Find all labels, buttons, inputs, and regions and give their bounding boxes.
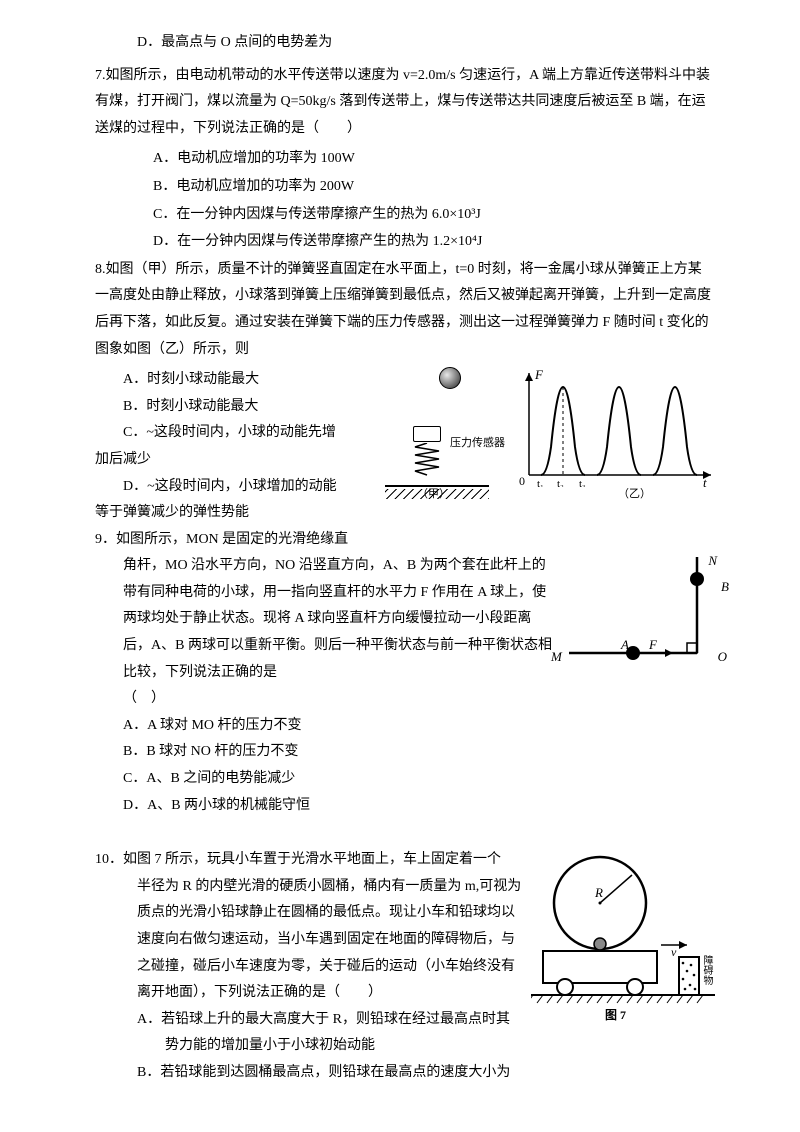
label-r: R bbox=[595, 881, 603, 906]
caption-right: （乙） bbox=[618, 484, 651, 505]
q9-paren: （ ） bbox=[123, 686, 715, 713]
caption-left: （甲） bbox=[417, 484, 450, 505]
q7-stem: 7.如图所示，由电动机带动的水平传送带以速度为 v=2.0m/s 匀速运行，A … bbox=[95, 63, 715, 143]
q10-figure: R v 障碍物 图 7 bbox=[531, 847, 715, 1019]
q7-option-d: D．在一分钟内因煤与传送带摩擦产生的热为 1.2×10⁴J bbox=[153, 229, 715, 256]
svg-text:t₂: t₂ bbox=[557, 478, 564, 487]
sensor-label: 压力传感器 bbox=[450, 433, 505, 454]
label-o: O bbox=[718, 645, 727, 670]
q9-stem1: 9．如图所示，MON 是固定的光滑绝缘直 bbox=[95, 527, 715, 554]
q10-option-a2: 势力能的增加量小于小球初始动能 bbox=[165, 1033, 715, 1060]
spring-diagram: 压力传感器 （甲） bbox=[383, 367, 493, 497]
q6-option-d: D．最高点与 O 点间的电势差为 bbox=[137, 30, 715, 57]
q10-option-b: B．若铅球能到达圆桶最高点，则铅球在最高点的速度大小为 bbox=[137, 1060, 715, 1087]
label-f: F bbox=[649, 633, 657, 658]
q9-figure: N B O M A F bbox=[565, 557, 715, 667]
q9-option-d: D．A、B 两小球的机械能守恒 bbox=[123, 793, 715, 820]
q9-option-c: C．A、B 之间的电势能减少 bbox=[123, 766, 715, 793]
q7-options: A．电动机应增加的功率为 100W B．电动机应增加的功率为 200W C．在一… bbox=[153, 146, 715, 255]
svg-text:0: 0 bbox=[519, 474, 525, 487]
svg-text:t₃: t₃ bbox=[579, 478, 586, 487]
svg-text:t: t bbox=[703, 475, 707, 487]
label-m: M bbox=[551, 645, 562, 670]
q8-figure: 压力传感器 （甲） F t 0 bbox=[383, 367, 715, 497]
svg-text:F: F bbox=[534, 367, 544, 382]
obstacle-label: 障碍物 bbox=[701, 955, 712, 985]
ball-icon bbox=[439, 367, 461, 389]
q7-option-c: C．在一分钟内因煤与传送带摩擦产生的热为 6.0×10³J bbox=[153, 202, 715, 229]
label-a: A bbox=[621, 633, 629, 658]
fig10-caption: 图 7 bbox=[605, 1004, 626, 1027]
q7-option-a: A．电动机应增加的功率为 100W bbox=[153, 146, 715, 173]
sensor-box bbox=[413, 426, 441, 442]
q9-option-a: A．A 球对 MO 杆的压力不变 bbox=[123, 713, 715, 740]
label-v: v bbox=[671, 941, 676, 964]
label-n: N bbox=[708, 549, 717, 574]
svg-text:t₁: t₁ bbox=[537, 478, 544, 487]
q9-option-b: B．B 球对 NO 杆的压力不变 bbox=[123, 739, 715, 766]
force-time-graph: F t 0 t₁ t₂ t₃ （乙） bbox=[515, 367, 715, 497]
spring-icon bbox=[409, 443, 445, 477]
q8-stem: 8.如图（甲）所示，质量不计的弹簧竖直固定在水平面上，t=0 时刻，将一金属小球… bbox=[95, 257, 715, 363]
label-b: B bbox=[721, 575, 729, 600]
q7-option-b: B．电动机应增加的功率为 200W bbox=[153, 174, 715, 201]
